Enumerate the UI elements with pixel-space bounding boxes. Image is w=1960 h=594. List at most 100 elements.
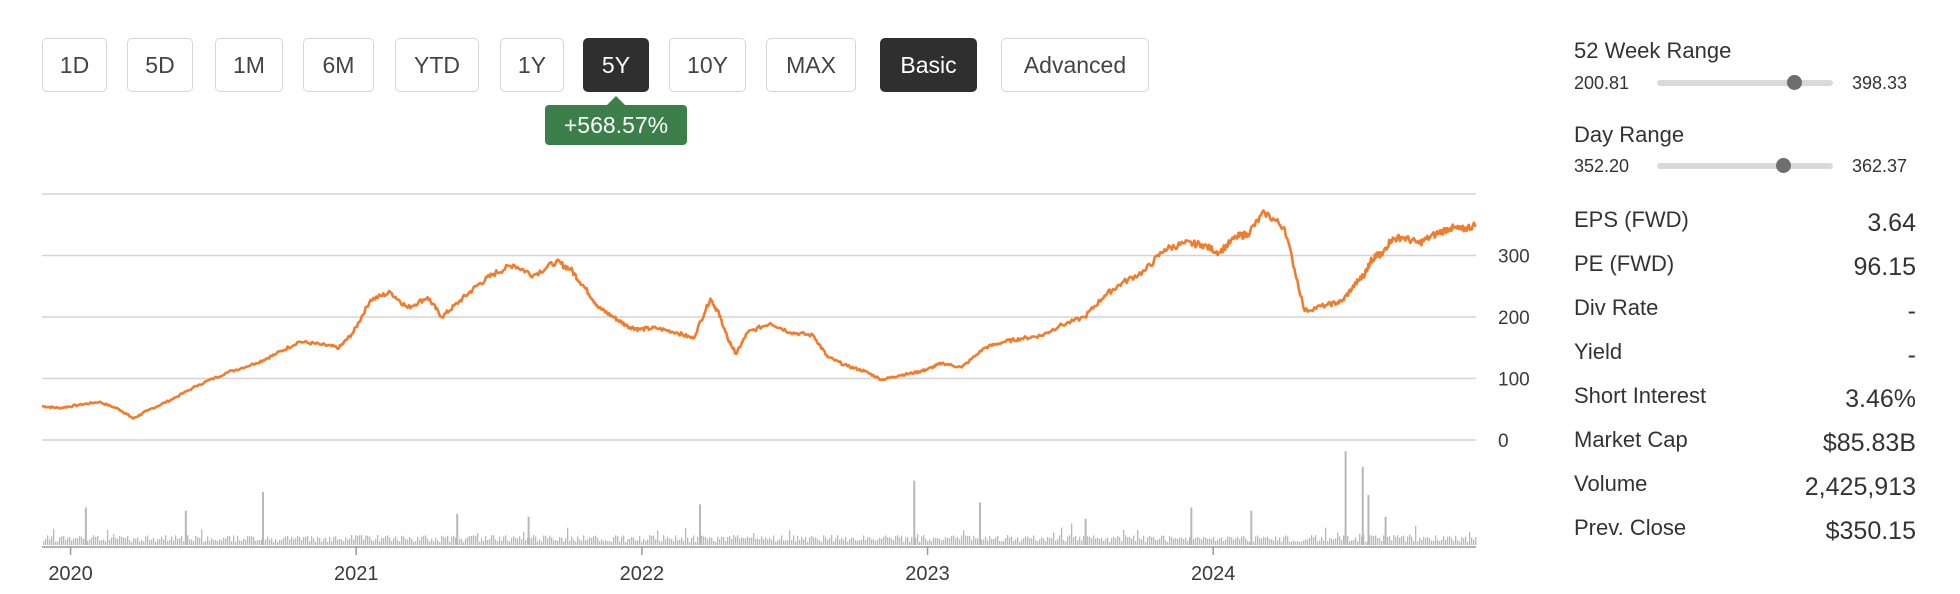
stat-label: PE (FWD) — [1574, 251, 1675, 276]
price-line-layer — [41, 209, 1477, 420]
volume-bar — [1407, 536, 1409, 545]
volume-bar — [1341, 540, 1343, 545]
volume-bar — [589, 537, 591, 545]
volume-bar — [199, 538, 201, 545]
volume-bar — [1227, 536, 1229, 545]
volume-bar — [1319, 540, 1321, 545]
volume-bar — [1081, 540, 1083, 545]
volume-bar — [669, 538, 671, 545]
volume-bar — [409, 537, 411, 545]
volume-bar — [931, 541, 933, 545]
volume-bar — [649, 535, 651, 545]
volume-bar — [345, 537, 347, 545]
volume-bar — [1379, 538, 1381, 545]
volume-bar — [703, 536, 705, 545]
volume-bar — [1285, 535, 1287, 545]
volume-bar — [1269, 539, 1271, 545]
volume-bar — [1301, 541, 1303, 545]
volume-bar — [545, 535, 547, 545]
volume-bar — [1071, 523, 1073, 545]
advanced-mode-button[interactable]: Advanced — [1001, 38, 1149, 92]
volume-bar — [1175, 537, 1177, 545]
range-button-5y[interactable]: 5Y — [583, 38, 649, 92]
volume-bar — [1457, 540, 1459, 545]
volume-bar — [97, 535, 99, 545]
volume-bar — [139, 541, 141, 545]
volume-bar — [375, 538, 377, 545]
volume-bar — [499, 536, 501, 545]
volume-bar — [565, 538, 567, 545]
volume-bar — [539, 539, 541, 545]
volume-bar — [757, 538, 759, 545]
range-button-6m[interactable]: 6M — [303, 38, 374, 92]
volume-bar — [799, 539, 801, 545]
volume-bar — [877, 539, 879, 545]
volume-bar — [121, 536, 123, 545]
volume-bar — [811, 535, 813, 545]
volume-bar — [857, 540, 859, 545]
volume-bar — [163, 539, 165, 545]
range-button-ytd[interactable]: YTD — [395, 38, 479, 92]
volume-bar — [1185, 537, 1187, 545]
volume-bar — [331, 541, 333, 545]
range-button-1y[interactable]: 1Y — [500, 38, 564, 92]
volume-bar — [1325, 527, 1327, 545]
volume-bar — [201, 529, 203, 545]
volume-bar — [207, 536, 209, 545]
volume-bar — [845, 537, 847, 545]
volume-bar — [445, 537, 447, 545]
volume-bar — [1343, 535, 1345, 545]
range-button-5d[interactable]: 5D — [127, 38, 193, 92]
range-button-1d[interactable]: 1D — [42, 38, 107, 92]
volume-bar — [1079, 536, 1081, 545]
volume-bar — [909, 541, 911, 545]
volume-bar — [403, 536, 405, 545]
volume-bar — [783, 540, 785, 545]
volume-bar — [1259, 538, 1261, 545]
volume-bar — [505, 535, 507, 545]
range-button-1m[interactable]: 1M — [215, 38, 283, 92]
volume-bar — [1417, 541, 1419, 545]
volume-bar — [751, 537, 753, 545]
volume-bar — [1093, 535, 1095, 545]
volume-bar — [1279, 537, 1281, 545]
volume-bar — [977, 538, 979, 545]
volume-bar — [1107, 537, 1109, 545]
volume-bar — [607, 541, 609, 545]
volume-bar — [111, 537, 113, 545]
volume-bar — [761, 536, 763, 545]
volume-bar — [515, 537, 517, 545]
volume-bar — [1113, 536, 1115, 545]
volume-bar — [1173, 538, 1175, 545]
volume-bar — [935, 538, 937, 545]
volume-bar — [79, 535, 81, 545]
volume-bar — [1105, 538, 1107, 545]
volume-bar — [1179, 537, 1181, 545]
volume-bar — [543, 535, 545, 545]
volume-spike-bar — [1361, 466, 1364, 545]
volume-bar — [959, 539, 961, 545]
volume-bar — [787, 540, 789, 545]
volume-bar — [801, 536, 803, 545]
volume-bar — [763, 539, 765, 545]
range-button-max[interactable]: MAX — [766, 38, 856, 92]
volume-bar — [511, 537, 513, 545]
basic-mode-button[interactable]: Basic — [880, 38, 977, 92]
volume-bar — [557, 540, 559, 545]
volume-bar — [863, 535, 865, 545]
volume-bar — [887, 537, 889, 545]
volume-bar — [301, 540, 303, 545]
volume-bar — [571, 536, 573, 545]
range-button-10y[interactable]: 10Y — [669, 38, 746, 92]
volume-bar — [271, 538, 273, 545]
volume-bar — [829, 538, 831, 545]
volume-bar — [819, 540, 821, 545]
volume-bar — [867, 537, 869, 545]
volume-bar — [1031, 538, 1033, 545]
volume-bar — [203, 541, 205, 545]
volume-bar — [189, 539, 191, 545]
volume-bar — [1103, 541, 1105, 545]
volume-bar — [1003, 540, 1005, 545]
volume-bar — [387, 535, 389, 545]
volume-bar — [961, 535, 963, 545]
